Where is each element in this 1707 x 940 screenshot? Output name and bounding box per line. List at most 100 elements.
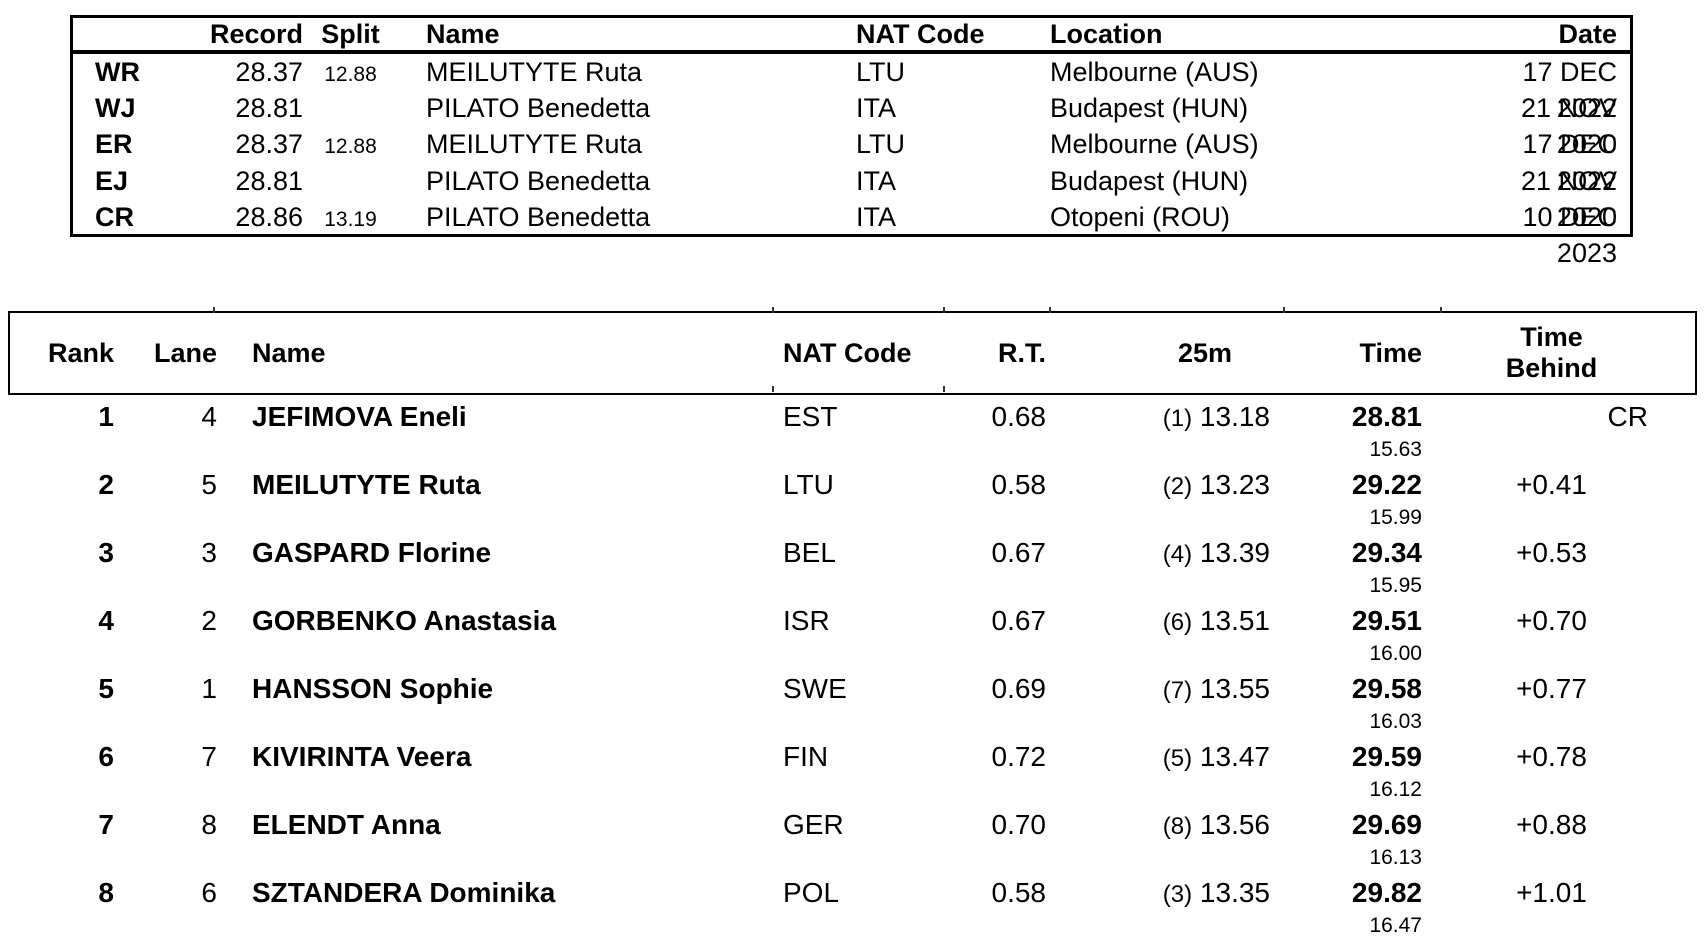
results-header-reaction-time: R.T. [997,337,1046,368]
result-nat-code: SWE [783,673,847,704]
result-time-behind: +0.70 [1516,605,1587,636]
record-time: 28.37 [235,57,303,87]
column-divider-tick [1049,307,1051,313]
result-25m-time: 13.55 [1199,673,1270,704]
result-time-behind-cell: +0.88 [1455,807,1648,840]
result-nat-code: EST [783,401,838,432]
result-lane: 7 [201,741,217,772]
result-25m-time: 13.51 [1199,605,1270,636]
result-time-cell: 28.81 15.63 [1295,399,1422,461]
result-final-time: 29.51 [1351,605,1422,636]
record-time: 28.37 [235,129,303,160]
records-header-location: Location [1050,18,1163,49]
result-row: 8 6 SZTANDERA Dominika POL 0.58 (3) 13.3… [0,875,1707,940]
record-nat-code: LTU [856,129,906,160]
results-header-row: Rank Lane Name NAT Code R.T. 25m Time Ti… [8,307,1697,395]
result-lane: 2 [201,605,217,636]
result-final-time: 29.59 [1351,741,1422,772]
results-header-nat-code: NAT Code [783,337,912,368]
result-second-lap-split: 16.03 [1369,710,1422,733]
results-header-rank: Rank [47,337,114,368]
result-25m-time: 13.35 [1199,877,1270,908]
result-row: 5 1 HANSSON Sophie SWE 0.69 (7) 13.55 29… [0,671,1707,739]
record-date: 21 NOV 2020 [1520,165,1617,232]
result-time-behind: +0.88 [1516,809,1587,840]
record-nat-code: ITA [856,201,896,232]
result-reaction-time: 0.68 [991,401,1047,432]
records-header-record: Record [209,18,303,49]
result-lane: 8 [201,809,217,840]
result-25m-position: (1) [1162,405,1193,432]
record-type-label: EJ [95,165,129,196]
result-final-time: 29.34 [1351,537,1422,568]
record-nat-code: ITA [856,165,896,196]
records-header-name: Name [426,18,500,49]
result-reaction-time: 0.58 [991,877,1047,908]
record-date: 21 NOV 2020 [1520,93,1617,160]
result-nat-code: FIN [783,741,829,772]
record-holder-name: MEILUTYTE Ruta [426,129,643,160]
record-holder-name: MEILUTYTE Ruta [426,57,643,87]
record-date: 17 DEC 2022 [1522,57,1617,124]
record-split-time: 12.88 [324,135,377,159]
result-25m-position: (2) [1162,473,1193,500]
results-rows: 1 4 JEFIMOVA Eneli EST 0.68 (1) 13.18 28… [0,399,1707,940]
result-final-time: 29.58 [1351,673,1422,704]
result-25m-position: (5) [1162,745,1193,772]
results-header-time: Time [1359,337,1422,368]
result-swimmer-name: GORBENKO Anastasia [252,605,556,636]
result-25m-split: (7) 13.55 [1140,671,1270,706]
result-25m-split: (2) 13.23 [1140,467,1270,502]
record-split-time: 13.19 [324,207,377,231]
result-time-behind-cell: +0.41 [1455,467,1648,500]
result-lane: 1 [201,673,217,704]
result-time-behind: +0.77 [1516,673,1587,704]
record-row: WJ 28.81 PILATO Benedetta ITA Budapest (… [73,90,1630,159]
result-25m-time: 13.18 [1199,401,1270,432]
result-25m-split: (1) 13.18 [1140,399,1270,434]
result-time-behind-cell: CR [1455,399,1648,432]
result-rank: 2 [98,469,114,500]
result-second-lap-split: 15.99 [1369,506,1422,529]
result-second-lap-split: 16.47 [1369,914,1422,937]
result-second-lap-split: 16.00 [1369,642,1422,665]
result-swimmer-name: SZTANDERA Dominika [252,877,556,908]
result-time-behind: +1.01 [1516,877,1587,908]
record-row: CR 28.86 13.19 PILATO Benedetta ITA Otop… [73,199,1630,268]
result-second-lap-split: 15.63 [1369,438,1422,461]
result-second-lap-split: 16.12 [1369,778,1422,801]
results-header-time-behind: Time Behind [1455,322,1648,384]
result-nat-code: LTU [783,469,834,500]
result-rank: 3 [98,537,114,568]
results-header-name: Name [252,337,326,368]
result-25m-split: (6) 13.51 [1140,603,1270,638]
result-time-cell: 29.69 16.13 [1295,807,1422,869]
record-row: ER 28.37 12.88 MEILUTYTE Ruta LTU Melbou… [73,126,1630,195]
result-rank: 6 [98,741,114,772]
result-reaction-time: 0.72 [991,741,1047,772]
result-row: 3 3 GASPARD Florine BEL 0.67 (4) 13.39 2… [0,535,1707,603]
records-header-date: Date [1558,18,1617,49]
result-swimmer-name: KIVIRINTA Veera [252,741,472,772]
records-body: WR 28.37 12.88 MEILUTYTE Ruta LTU Melbou… [73,54,1630,268]
records-header-split: Split [321,18,380,49]
result-25m-position: (8) [1162,813,1193,840]
results-header-25m: 25m [1177,337,1233,368]
result-second-lap-split: 16.13 [1369,846,1422,869]
record-row: EJ 28.81 PILATO Benedetta ITA Budapest (… [73,163,1630,232]
column-divider-tick [1440,307,1442,313]
column-divider-tick [1283,307,1285,313]
result-reaction-time: 0.69 [991,673,1047,704]
records-table: Record Split Name NAT Code Location Date… [70,15,1633,268]
result-time-cell: 29.51 16.00 [1295,603,1422,665]
record-location: Melbourne (AUS) [1050,57,1259,87]
result-time-behind-cell: +1.01 [1455,875,1648,908]
result-rank: 1 [98,401,114,432]
records-header-row: Record Split Name NAT Code Location Date [73,18,1630,54]
result-swimmer-name: HANSSON Sophie [252,673,494,704]
record-location: Melbourne (AUS) [1050,129,1259,160]
record-type-label: CR [95,201,134,232]
result-rank: 4 [98,605,114,636]
result-row: 1 4 JEFIMOVA Eneli EST 0.68 (1) 13.18 28… [0,399,1707,467]
